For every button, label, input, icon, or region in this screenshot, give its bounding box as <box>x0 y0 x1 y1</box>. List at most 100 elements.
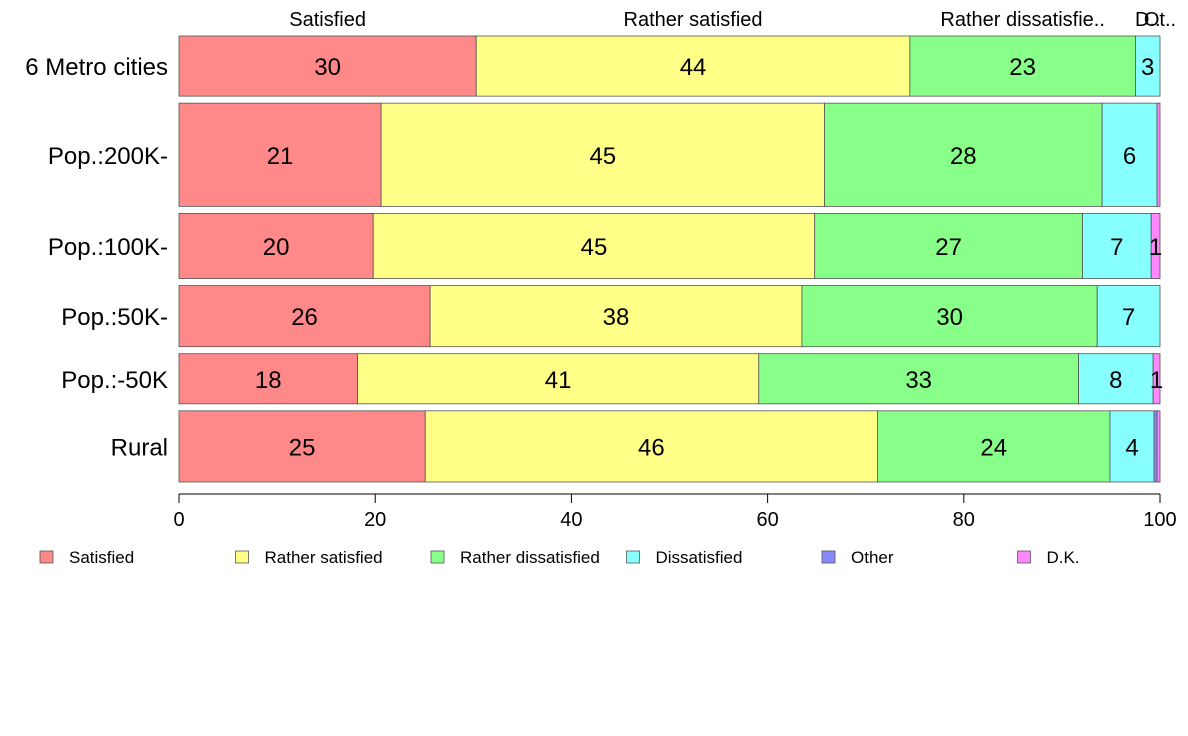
bar-segment <box>475 35 911 97</box>
bar-segment <box>178 102 382 207</box>
bar-segment <box>372 212 816 279</box>
data-label: 6 <box>1123 143 1136 170</box>
legend-label: Rather dissatisfied <box>460 548 600 567</box>
data-label: 1 <box>1150 367 1163 394</box>
bar-segment <box>801 285 1098 348</box>
bars: 30 44 23 321 45 28 620 45 27 7 126 38 30 718 41 33 8 125 4… <box>178 35 1163 483</box>
data-label: 20 <box>263 234 290 261</box>
bar-segment <box>178 410 426 483</box>
bar-segment <box>1082 212 1152 279</box>
x-axis: 0 20 40 60 80 100 <box>173 493 1177 531</box>
data-label: 38 <box>603 304 630 331</box>
data-label: 26 <box>291 304 318 331</box>
legend-swatch <box>1017 550 1031 564</box>
data-label: 21 <box>267 143 294 170</box>
data-label: 7 <box>1122 304 1135 331</box>
data-label: 41 <box>545 367 572 394</box>
bar-row: 21 45 28 6 <box>178 102 1161 207</box>
bar-row: 30 44 23 3 <box>178 35 1161 97</box>
data-label: 28 <box>950 143 977 170</box>
data-label: 33 <box>905 367 932 394</box>
bar-segment <box>1096 285 1161 348</box>
data-label: 23 <box>1009 54 1036 81</box>
bar-segment <box>1156 410 1161 483</box>
bar-segment <box>1135 35 1161 97</box>
category-label: Pop.:100K- <box>48 234 168 261</box>
bar-segment <box>357 353 760 405</box>
bar-segment <box>380 102 825 207</box>
data-label: 30 <box>936 304 963 331</box>
x-tick-label: 20 <box>364 509 386 531</box>
bar-segment <box>1078 353 1154 405</box>
x-tick-label: 80 <box>953 509 975 531</box>
bar-segment <box>1152 353 1161 405</box>
bar-segment <box>1101 102 1158 207</box>
legend-item: Rather dissatisfied <box>430 548 600 567</box>
legend-item: Dissatisfied <box>626 548 743 567</box>
top-series-label: Satisfied <box>289 9 366 31</box>
data-label: 27 <box>935 234 962 261</box>
bar-segment <box>824 102 1103 207</box>
data-label: 4 <box>1125 434 1138 461</box>
category-label: Pop.:200K- <box>48 143 168 170</box>
top-series-label: Rather satisfied <box>624 9 763 31</box>
bar-row: 20 45 27 7 1 <box>178 212 1162 279</box>
legend-swatch <box>235 550 249 564</box>
legend-swatch <box>430 550 445 564</box>
legend-label: Rather satisfied <box>265 548 383 567</box>
bar-segment <box>814 212 1083 279</box>
bar-row: 25 46 24 4 <box>178 410 1161 483</box>
bar-segment <box>178 285 431 348</box>
legend-item: D.K. <box>1017 548 1080 567</box>
legend-label: Satisfied <box>69 548 134 567</box>
bar-segment <box>1153 410 1158 483</box>
data-label: 24 <box>980 434 1007 461</box>
top-series-label: Ot.. <box>1144 9 1176 31</box>
bar-row: 26 38 30 7 <box>178 285 1161 348</box>
x-tick-label: 0 <box>173 509 184 531</box>
data-label: 3 <box>1141 54 1154 81</box>
data-label: 25 <box>289 434 316 461</box>
bar-segment <box>1156 102 1161 207</box>
legend: Satisfied Rather satisfied Rather dissatis… <box>39 548 1080 567</box>
data-label: 46 <box>638 434 665 461</box>
x-tick-label: 40 <box>560 509 582 531</box>
legend-swatch <box>626 550 640 564</box>
legend-item: Other <box>821 548 894 567</box>
category-label: Pop.:50K- <box>61 304 168 331</box>
category-label: Rural <box>111 434 168 461</box>
legend-label: D.K. <box>1047 548 1080 567</box>
legend-item: Satisfied <box>39 548 134 567</box>
top-series-labels: Satisfied Rather satisfied Rather dissatis… <box>289 9 1176 31</box>
legend-swatch <box>39 550 54 564</box>
data-label: 30 <box>314 54 341 81</box>
bar-segment <box>429 285 803 348</box>
category-label: Pop.:-50K <box>61 367 168 394</box>
x-tick-label: 100 <box>1143 509 1176 531</box>
bar-segment <box>1150 212 1161 279</box>
data-label: 8 <box>1109 367 1122 394</box>
legend-item: Rather satisfied <box>235 548 383 567</box>
bar-segment <box>877 410 1111 483</box>
top-series-label: Rather dissatisfie.. <box>940 9 1105 31</box>
data-label: 45 <box>589 143 616 170</box>
data-label: 7 <box>1110 234 1123 261</box>
data-label: 44 <box>680 54 707 81</box>
category-label: 6 Metro cities <box>25 54 168 81</box>
bar-segment <box>758 353 1079 405</box>
data-label: 1 <box>1149 234 1162 261</box>
legend-label: Dissatisfied <box>656 548 743 567</box>
x-tick-label: 60 <box>756 509 778 531</box>
bar-row: 18 41 33 8 1 <box>178 353 1163 405</box>
category-labels: 6 Metro cities Pop.:200K- Pop.:100K- Pop.:5… <box>25 54 168 461</box>
bar-segment <box>178 353 358 405</box>
bar-segment <box>424 410 878 483</box>
bar-segment <box>178 212 374 279</box>
legend-label: Other <box>851 548 894 567</box>
legend-swatch <box>821 550 836 564</box>
top-series-label: D.. <box>1135 9 1161 31</box>
bar-segment <box>1109 410 1155 483</box>
data-label: 18 <box>255 367 282 394</box>
data-label: 45 <box>581 234 608 261</box>
